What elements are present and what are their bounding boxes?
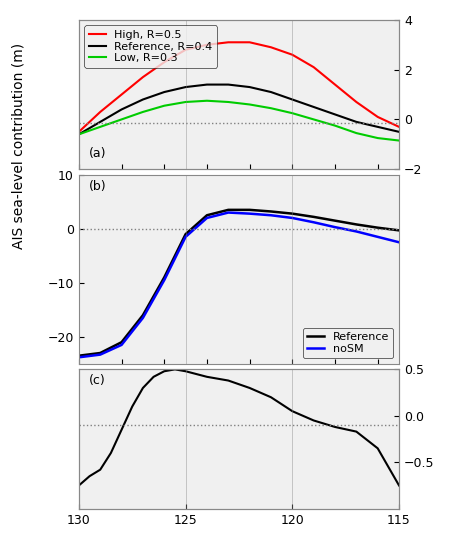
- Line: noSM: noSM: [79, 212, 398, 357]
- Reference: [225, 206, 231, 213]
- Low, R=0.3: [332, 122, 337, 129]
- Reference: [161, 274, 167, 281]
- Line: High, R=0.5: High, R=0.5: [79, 42, 398, 132]
- Reference, R=0.4: [332, 111, 337, 118]
- noSM: [119, 342, 124, 348]
- High, R=0.5: [353, 98, 358, 105]
- Reference, R=0.4: [140, 96, 145, 103]
- noSM: [310, 219, 316, 226]
- High, R=0.5: [332, 81, 337, 88]
- noSM: [204, 215, 209, 221]
- noSM: [268, 212, 273, 219]
- noSM: [374, 234, 380, 240]
- Reference, R=0.4: [353, 119, 358, 125]
- Line: Low, R=0.3: Low, R=0.3: [79, 101, 398, 140]
- Reference: [246, 206, 252, 213]
- Reference, R=0.4: [97, 119, 103, 125]
- noSM: [161, 277, 167, 283]
- noSM: [140, 315, 145, 321]
- High, R=0.5: [76, 129, 81, 135]
- Reference, R=0.4: [225, 81, 231, 88]
- Reference: [395, 227, 401, 234]
- Reference: [182, 231, 188, 238]
- noSM: [353, 228, 358, 235]
- Low, R=0.3: [140, 108, 145, 115]
- High, R=0.5: [246, 39, 252, 46]
- noSM: [395, 239, 401, 245]
- High, R=0.5: [204, 41, 209, 48]
- High, R=0.5: [225, 39, 231, 46]
- Reference: [76, 352, 81, 359]
- Line: Reference: Reference: [79, 210, 398, 356]
- Reference, R=0.4: [246, 84, 252, 91]
- Low, R=0.3: [289, 110, 294, 116]
- Low, R=0.3: [395, 137, 401, 144]
- Low, R=0.3: [374, 135, 380, 141]
- Reference: [353, 221, 358, 228]
- Text: (c): (c): [88, 373, 105, 387]
- Reference, R=0.4: [289, 96, 294, 103]
- Reference, R=0.4: [310, 103, 316, 110]
- Reference, R=0.4: [374, 124, 380, 130]
- noSM: [76, 354, 81, 361]
- noSM: [182, 234, 188, 240]
- High, R=0.5: [395, 124, 401, 130]
- High, R=0.5: [268, 44, 273, 51]
- High, R=0.5: [289, 51, 294, 58]
- High, R=0.5: [97, 108, 103, 115]
- Reference: [289, 210, 294, 217]
- Reference: [119, 339, 124, 345]
- High, R=0.5: [161, 59, 167, 65]
- High, R=0.5: [374, 113, 380, 120]
- Low, R=0.3: [268, 105, 273, 112]
- Reference: [374, 224, 380, 231]
- Low, R=0.3: [225, 98, 231, 105]
- Reference, R=0.4: [76, 131, 81, 138]
- Reference: [268, 208, 273, 215]
- Legend: Reference, noSM: Reference, noSM: [302, 328, 393, 358]
- Reference, R=0.4: [161, 89, 167, 96]
- Low, R=0.3: [353, 130, 358, 136]
- Low, R=0.3: [182, 98, 188, 105]
- noSM: [97, 351, 103, 358]
- High, R=0.5: [310, 64, 316, 70]
- Reference, R=0.4: [268, 89, 273, 96]
- Reference: [140, 312, 145, 319]
- High, R=0.5: [119, 91, 124, 98]
- Text: AIS sea-level contribution (m): AIS sea-level contribution (m): [12, 43, 25, 249]
- Reference: [310, 214, 316, 220]
- noSM: [225, 209, 231, 216]
- Reference: [332, 217, 337, 224]
- Low, R=0.3: [161, 102, 167, 109]
- Low, R=0.3: [204, 97, 209, 104]
- High, R=0.5: [140, 74, 145, 80]
- Line: Reference, R=0.4: Reference, R=0.4: [79, 84, 398, 134]
- Reference: [204, 212, 209, 219]
- Low, R=0.3: [310, 116, 316, 123]
- Reference, R=0.4: [182, 84, 188, 91]
- Text: (b): (b): [88, 181, 106, 193]
- Reference, R=0.4: [119, 106, 124, 113]
- Low, R=0.3: [76, 131, 81, 138]
- noSM: [332, 224, 337, 230]
- Low, R=0.3: [97, 124, 103, 130]
- Low, R=0.3: [119, 116, 124, 123]
- Reference, R=0.4: [204, 81, 209, 88]
- Low, R=0.3: [246, 101, 252, 108]
- noSM: [289, 215, 294, 221]
- Text: (a): (a): [88, 147, 106, 160]
- noSM: [246, 210, 252, 217]
- High, R=0.5: [182, 46, 188, 53]
- Reference, R=0.4: [395, 129, 401, 135]
- Reference: [97, 349, 103, 356]
- Legend: High, R=0.5, Reference, R=0.4, Low, R=0.3: High, R=0.5, Reference, R=0.4, Low, R=0.…: [84, 26, 217, 68]
